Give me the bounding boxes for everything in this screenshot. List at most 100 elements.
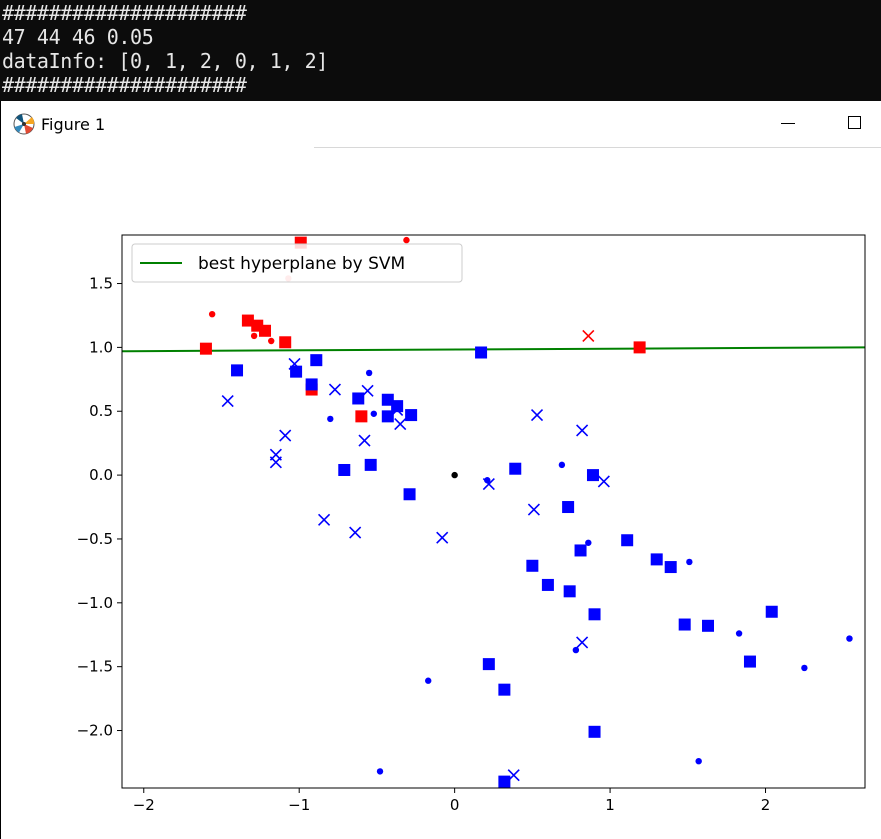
x-tick-label: 1 [605,796,615,814]
data-point-square [664,561,677,574]
data-point-square [391,400,404,413]
data-point-square [678,618,691,631]
minimize-button[interactable] [773,109,805,139]
data-point-dot [801,664,808,672]
data-point-square [352,392,365,405]
data-point-square [279,336,292,349]
legend-box [131,243,463,283]
data-point-dot [250,332,258,340]
window-title: Figure 1 [41,115,106,134]
data-point-dot [208,310,216,318]
x-tick-label: 0 [450,796,460,814]
data-point-dot [572,646,580,654]
data-point-square [574,544,587,557]
title-bar-divider [314,147,881,148]
data-point-square [338,463,351,476]
data-point-x [576,636,589,649]
data-point-dot [425,677,432,684]
data-point-square [403,488,416,501]
data-point-square [381,393,394,406]
data-point-x [221,394,234,408]
data-point-x [527,503,540,516]
figure-window: Figure 1 −2 −1 0 1 2 1.5 1.0 0.5 0.0 −0.5 −1.0 −1.5… [0,101,881,839]
data-point-dot [365,369,373,377]
data-point-dot [268,337,275,345]
console-line: dataInfo: [0, 1, 2, 0, 1, 2] [2,49,328,73]
data-point-square [650,553,663,566]
hyperplane-layer [121,346,866,353]
y-tick-label: 1.0 [89,338,113,356]
x-tick-label: −2 [133,796,155,814]
data-point-square [509,462,522,475]
data-points [199,236,853,788]
data-point-square [633,341,646,354]
title-bar[interactable]: Figure 1 [1,101,881,147]
console-line: 47 44 46 0.05 [2,25,154,49]
hyperplane-line [121,346,866,353]
console-line: ##################### [2,73,247,97]
data-point-x [358,434,371,447]
data-point-x [328,383,342,396]
data-point-x [288,357,301,371]
console-output: ##################### 47 44 46 0.05 data… [0,0,881,101]
y-tick-label: −1.5 [77,658,113,676]
data-point-x [279,429,292,442]
data-point-square [405,409,418,422]
axes-frame [121,234,866,789]
data-point-square [586,469,599,482]
scatter-chart: −2 −1 0 1 2 1.5 1.0 0.5 0.0 −0.5 −1.0 −1.5 −2.0 best… [77,234,866,814]
console-line: ##################### [2,1,247,25]
data-point-square [562,501,575,514]
data-point-square [231,364,244,377]
data-point-square [743,655,756,668]
data-point-square [305,378,318,391]
data-point-x [576,424,589,437]
data-point-square [563,585,576,598]
data-point-x [361,384,374,397]
data-point-dot [451,471,458,479]
data-point-square [498,775,511,788]
data-point-square [355,410,368,423]
y-tick-label: −2.0 [77,722,113,740]
data-point-x [582,329,595,342]
data-point-square [381,410,394,423]
data-point-dot [376,768,384,775]
data-point-square [259,324,272,337]
y-tick-label: −0.5 [77,530,113,548]
data-point-square [588,725,601,738]
data-point-square [541,578,554,591]
data-point-dot [327,415,334,423]
data-point-square [310,354,323,367]
data-point-square [498,683,511,696]
data-point-dot [403,236,410,244]
data-point-dot [695,757,702,765]
data-point-square [765,605,778,618]
x-tick-label: 2 [761,796,771,814]
data-point-dot [735,630,743,637]
data-point-square [241,314,254,327]
data-point-dot [370,410,378,417]
y-tick-label: 0.0 [89,466,113,484]
y-tick-label: −1.0 [77,594,113,612]
data-point-x [318,513,331,526]
data-point-x [530,409,544,422]
data-point-square [621,534,634,547]
data-point-dot [686,558,693,566]
legend: best hyperplane by SVM [131,243,463,283]
data-point-x [269,456,282,469]
data-point-dot [558,461,566,469]
data-point-square [588,608,601,621]
y-tick-label: 1.5 [89,275,113,293]
data-point-square [199,342,212,355]
data-point-x [349,526,362,539]
axis-ticks: −2 −1 0 1 2 1.5 1.0 0.5 0.0 −0.5 −1.0 −1.5 −2.0 [77,275,771,814]
x-tick-label: −1 [288,796,310,814]
data-point-square [364,458,377,471]
data-point-x [391,403,404,417]
y-tick-label: 0.5 [89,402,113,420]
data-point-x [507,769,520,782]
legend-label: best hyperplane by SVM [198,254,405,274]
maximize-button[interactable] [839,109,871,139]
data-point-x [394,417,407,431]
data-point-dot [846,635,853,642]
